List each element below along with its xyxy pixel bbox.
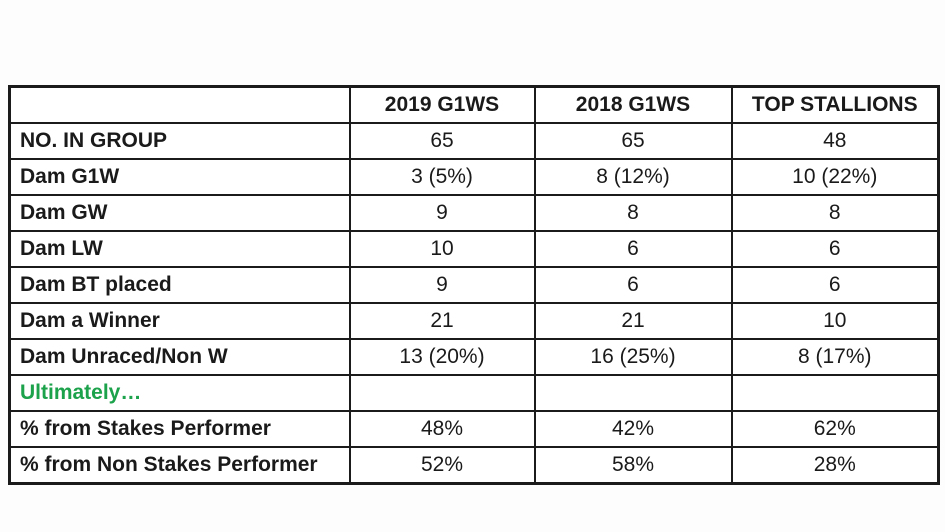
table-row: NO. IN GROUP 65 65 48: [8, 122, 940, 160]
table-row: Dam LW 10 6 6: [8, 230, 940, 268]
value-cell: 8: [730, 194, 940, 232]
value-cell: 10: [348, 230, 536, 268]
dam-stats-table-container: 2019 G1WS 2018 G1WS TOP STALLIONS NO. IN G…: [8, 85, 940, 485]
row-label: Dam G1W: [8, 158, 351, 196]
value-cell: 8 (12%): [533, 158, 733, 196]
value-cell: 9: [348, 194, 536, 232]
value-cell: 6: [730, 266, 940, 304]
value-cell: [533, 374, 733, 412]
value-cell: 8: [533, 194, 733, 232]
row-label: Ultimately…: [8, 374, 351, 412]
table-row: Dam BT placed 9 6 6: [8, 266, 940, 304]
table-row: Dam Unraced/Non W 13 (20%) 16 (25%) 8 (17%): [8, 338, 940, 376]
row-label: Dam Unraced/Non W: [8, 338, 351, 376]
table-row: % from Stakes Performer 48% 42% 62%: [8, 410, 940, 448]
value-cell: 10 (22%): [730, 158, 940, 196]
value-cell: 48%: [348, 410, 536, 448]
row-label: Dam a Winner: [8, 302, 351, 340]
column-header: 2019 G1WS: [348, 85, 536, 124]
row-label: Dam LW: [8, 230, 351, 268]
value-cell: 62%: [730, 410, 940, 448]
table-row: Ultimately…: [8, 374, 940, 412]
value-cell: 21: [533, 302, 733, 340]
value-cell: 65: [533, 122, 733, 160]
table-row: % from Non Stakes Performer 52% 58% 28%: [8, 446, 940, 485]
value-cell: [348, 374, 536, 412]
row-label: % from Stakes Performer: [8, 410, 351, 448]
dam-stats-table: 2019 G1WS 2018 G1WS TOP STALLIONS NO. IN G…: [8, 85, 940, 485]
row-label: Dam BT placed: [8, 266, 351, 304]
header-row: 2019 G1WS 2018 G1WS TOP STALLIONS: [8, 85, 940, 124]
table-row: Dam G1W 3 (5%) 8 (12%) 10 (22%): [8, 158, 940, 196]
value-cell: 8 (17%): [730, 338, 940, 376]
row-label: % from Non Stakes Performer: [8, 446, 351, 485]
value-cell: 52%: [348, 446, 536, 485]
table-row: Dam a Winner 21 21 10: [8, 302, 940, 340]
value-cell: 9: [348, 266, 536, 304]
value-cell: 13 (20%): [348, 338, 536, 376]
value-cell: 10: [730, 302, 940, 340]
value-cell: 6: [533, 266, 733, 304]
value-cell: [730, 374, 940, 412]
value-cell: 3 (5%): [348, 158, 536, 196]
value-cell: 16 (25%): [533, 338, 733, 376]
row-label: Dam GW: [8, 194, 351, 232]
corner-cell: [8, 85, 351, 124]
value-cell: 48: [730, 122, 940, 160]
row-label: NO. IN GROUP: [8, 122, 351, 160]
value-cell: 65: [348, 122, 536, 160]
value-cell: 58%: [533, 446, 733, 485]
value-cell: 28%: [730, 446, 940, 485]
column-header: 2018 G1WS: [533, 85, 733, 124]
table-row: Dam GW 9 8 8: [8, 194, 940, 232]
value-cell: 21: [348, 302, 536, 340]
value-cell: 6: [730, 230, 940, 268]
value-cell: 6: [533, 230, 733, 268]
column-header: TOP STALLIONS: [730, 85, 940, 124]
table-body: NO. IN GROUP 65 65 48 Dam G1W 3 (5%) 8 (12%) 10…: [8, 122, 940, 485]
value-cell: 42%: [533, 410, 733, 448]
